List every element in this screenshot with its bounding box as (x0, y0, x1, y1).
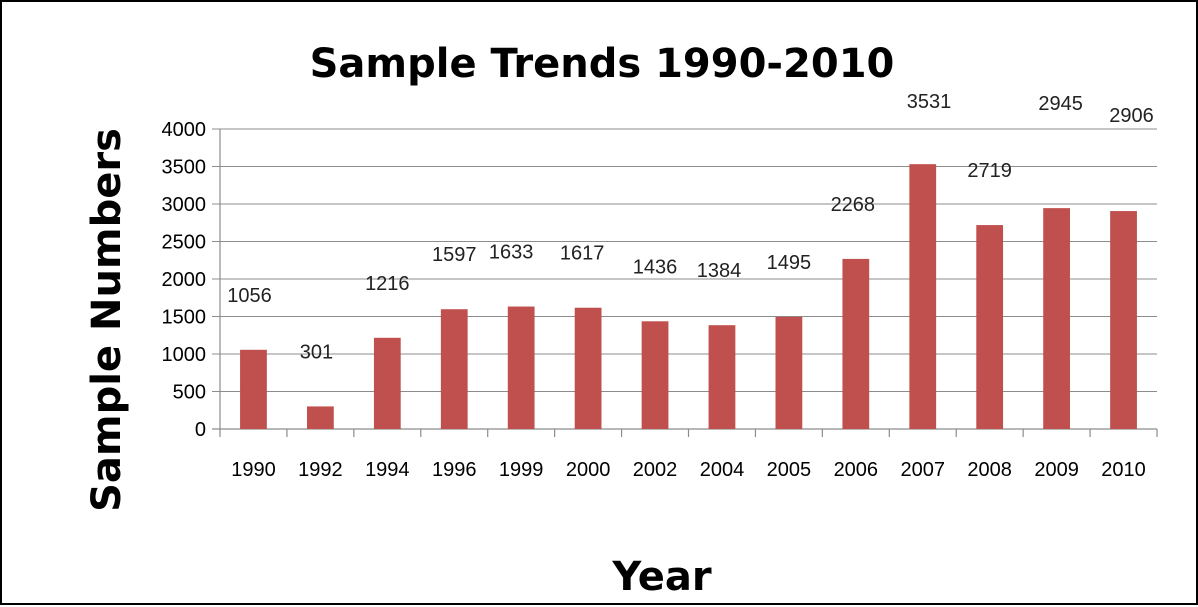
data-label-1992: 301 (300, 341, 333, 363)
bar-1992 (307, 406, 334, 429)
data-label-2000: 1617 (560, 243, 605, 265)
x-tick-label: 2007 (901, 459, 946, 481)
y-tick-label: 1000 (162, 344, 207, 366)
bar-1999 (507, 306, 535, 429)
data-label-2008: 2719 (967, 160, 1012, 182)
data-label-1994: 1216 (365, 273, 410, 295)
x-axis-title: Year (611, 554, 711, 600)
data-label-2009: 2945 (1038, 93, 1083, 115)
x-tick-label: 1990 (231, 459, 276, 481)
y-tick-label: 1500 (162, 307, 207, 329)
y-tick-label: 2000 (162, 269, 207, 291)
y-tick-label: 4000 (162, 119, 207, 141)
bar-2006 (842, 258, 870, 429)
data-label-2005: 1495 (767, 252, 812, 274)
bar-1994 (373, 337, 401, 429)
data-label-1990: 1056 (227, 285, 272, 307)
data-label-2006: 2268 (831, 194, 876, 216)
x-tick-label: 1994 (365, 459, 410, 481)
y-axis-title: Sample Numbers (84, 128, 130, 512)
x-tick-label: 2000 (566, 459, 611, 481)
x-tick-label: 2008 (967, 459, 1012, 481)
x-tick-label: 2005 (767, 459, 812, 481)
y-tick-label: 3000 (162, 194, 207, 216)
data-labels: 1056 301 1216 1597 1633 1617 1436 1384 1495 2268 3… (227, 91, 1154, 363)
data-label-2010: 2906 (1109, 105, 1154, 127)
x-tick-label: 1999 (499, 459, 544, 481)
data-label-2002: 1436 (633, 256, 678, 278)
data-label-1999: 1633 (489, 242, 534, 264)
bar-2007 (909, 164, 937, 430)
x-tick-label: 1996 (432, 459, 477, 481)
data-label-2007: 3531 (907, 91, 952, 113)
x-tick-label: 1992 (298, 459, 343, 481)
bar-2009 (1043, 208, 1070, 429)
x-tick-label: 2009 (1034, 459, 1079, 481)
bar-2005 (775, 316, 803, 429)
bar-2004 (708, 325, 736, 429)
bar-2002 (641, 321, 669, 429)
data-label-2004: 1384 (697, 260, 742, 282)
bars (240, 164, 1137, 430)
gridlines (212, 128, 1158, 437)
bar-2000 (574, 307, 602, 429)
y-tick-label: 0 (195, 419, 206, 441)
x-tick-label: 2004 (700, 459, 745, 481)
bar-1990 (240, 349, 267, 429)
bar-1996 (440, 309, 468, 429)
x-tick-label: 2002 (633, 459, 678, 481)
x-tick-label: 2010 (1101, 459, 1146, 481)
y-tick-label: 500 (173, 382, 206, 404)
tick-labels: 0 500 1000 1500 2000 2500 3000 3500 4000 1990 1992… (162, 119, 1146, 481)
data-label-1996: 1597 (432, 244, 477, 266)
x-tick-label: 2006 (834, 459, 879, 481)
bar-2010 (1110, 211, 1137, 429)
y-tick-label: 2500 (162, 232, 207, 254)
chart-title: Sample Trends 1990-2010 (310, 41, 895, 87)
y-tick-label: 3500 (162, 157, 207, 179)
bar-2008 (976, 225, 1004, 429)
